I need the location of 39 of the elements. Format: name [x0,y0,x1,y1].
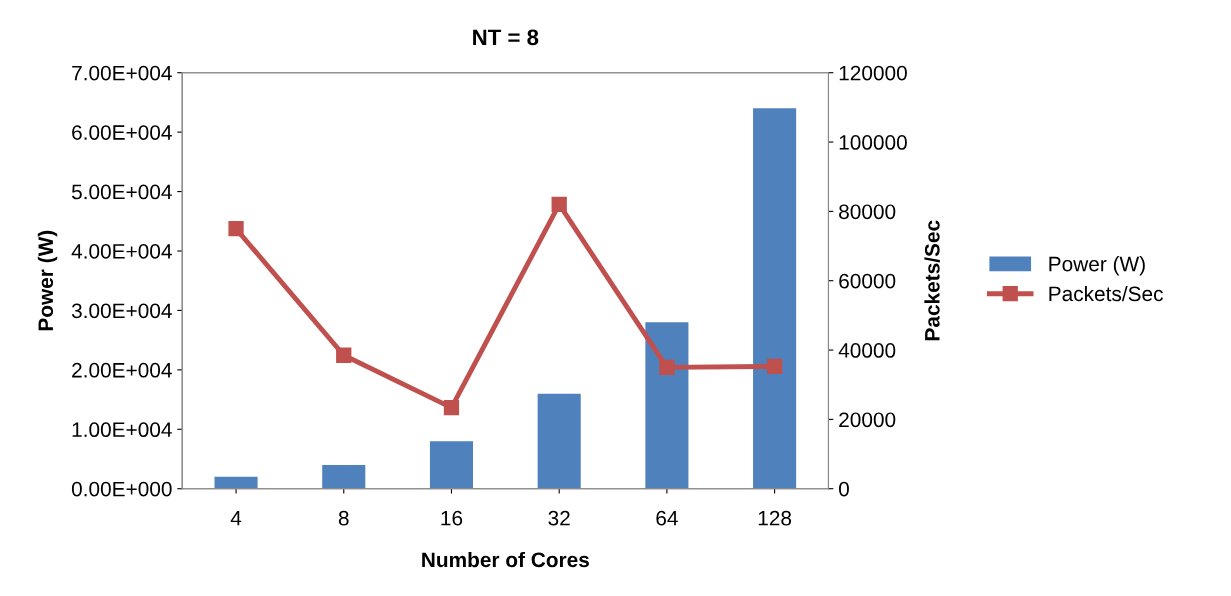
y2-tick-label: 40000 [838,343,896,358]
legend-label: Packets/Sec [1049,285,1163,302]
point [659,359,675,376]
legend-label: Power (W) [1049,256,1145,276]
bar [429,441,474,489]
y-tick-label: 6.00E+004 [72,125,172,140]
y2-tick-label: 20000 [839,412,896,428]
x-tick-label: 128 [758,510,792,526]
x-tick-label: 4 [230,511,242,526]
y-tick-label: 3.00E+004 [71,303,172,319]
y-tick-label: 4.00E+004 [71,244,172,259]
y-tick-label: 7.00E+004 [72,65,172,81]
bar [537,393,581,489]
point [228,221,244,237]
bar [214,476,258,489]
point [551,196,567,213]
x-tick-label: 64 [656,510,678,526]
y2-tick-label: 60000 [839,273,896,289]
y2-tick-label: 80000 [839,204,896,220]
bar [753,108,797,489]
y2-tick-label: 100000 [839,135,907,150]
y-axis-title: Power (W) [37,230,58,331]
chart-title: NT = 8 [473,29,539,46]
y2-tick-label: 120000 [839,65,907,81]
y-tick-label: 2.00E+004 [72,362,172,378]
y-tick-label: 0.00E+000 [71,481,172,497]
bar [322,464,366,489]
x-tick-label: 8 [338,510,349,526]
x-axis-title: Number of Cores [422,551,589,568]
y-tick-label: 1.00E+004 [72,422,172,438]
point [766,358,783,374]
x-tick-label: 16 [441,510,463,526]
point [443,399,460,416]
point [336,347,352,363]
y-tick-label: 5.00E+004 [71,184,172,200]
bar [645,322,689,489]
y2-tick-label: 0 [839,481,849,497]
y2-axis-title: Packets/Sec [924,220,940,341]
x-tick-label: 32 [548,510,570,526]
